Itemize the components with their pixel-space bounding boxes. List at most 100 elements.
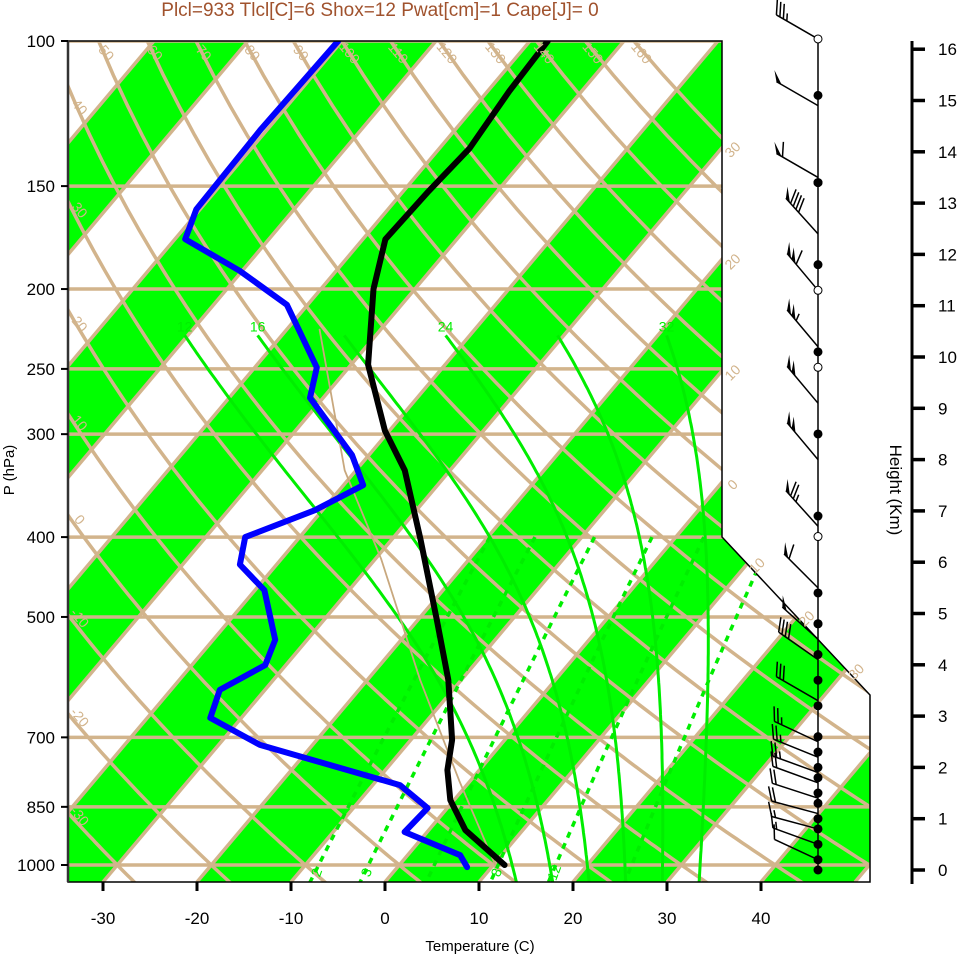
barb-full (773, 769, 777, 785)
barb-full (789, 189, 797, 204)
wind-barb (775, 661, 819, 702)
level-marker-filled (813, 588, 823, 598)
barb-half (779, 734, 782, 743)
wind-barb (786, 411, 819, 461)
dry-adiabat-line (340, 41, 870, 882)
barb-full (797, 198, 805, 213)
barb-full (771, 724, 775, 740)
isotherm-line (68, 41, 344, 882)
isotherm-band (573, 41, 870, 882)
wind-barb (773, 706, 819, 743)
height-tick-label: 10 (938, 348, 957, 367)
height-tick-label: 4 (938, 656, 947, 675)
moist-adiabat-line (444, 334, 628, 882)
mixing-ratio-line (308, 536, 492, 882)
barb-shaft (781, 606, 819, 640)
barb-full (782, 3, 786, 19)
height-tick-label: 14 (938, 143, 957, 162)
height-tick-label: 5 (938, 605, 947, 624)
pressure-tick-label: 700 (27, 728, 55, 747)
barb-full (781, 619, 785, 635)
moist-adiabat-label: 24 (438, 318, 454, 334)
barb-shaft (772, 765, 819, 784)
level-marker-filled (813, 824, 823, 834)
barb-shaft (774, 838, 819, 861)
height-tick-label: 6 (938, 553, 947, 572)
x-axis-label: Temperature (C) (425, 938, 534, 955)
level-marker-filled (813, 675, 823, 685)
temperature-tick-label: 30 (658, 909, 677, 928)
barb-full (767, 786, 773, 802)
barb-shaft (785, 490, 819, 527)
barb-half (773, 810, 777, 818)
isotherm-line (101, 41, 814, 882)
barb-full (775, 0, 779, 15)
dry-adiabat-line (68, 41, 713, 882)
pressure-tick-label: 250 (27, 360, 55, 379)
barb-flag (774, 70, 782, 85)
barb-shaft (786, 365, 819, 404)
height-tick-label: 8 (938, 451, 947, 470)
wind-barb (767, 786, 819, 815)
level-marker-open (813, 362, 823, 372)
barb-shaft (786, 422, 819, 461)
level-marker-filled (813, 650, 823, 660)
level-marker-filled (813, 814, 823, 824)
temperature-tick-label: 40 (752, 909, 771, 928)
temperature-line (365, 41, 551, 868)
pressure-tick-label: 200 (27, 280, 55, 299)
dry-adiabat-line (389, 41, 870, 882)
barb-full (770, 741, 774, 757)
wind-barb (786, 298, 819, 348)
barb-half (795, 313, 800, 321)
isotherm-band (68, 41, 436, 882)
barb-flag (787, 242, 792, 259)
dry-adiabat-line (243, 41, 870, 882)
barb-flag (782, 595, 787, 612)
barb-full (792, 484, 800, 500)
isotherm-band (68, 41, 624, 882)
temperature-tick-label: -30 (91, 909, 116, 928)
mixing-ratio-line (358, 536, 537, 882)
wind-barb (777, 617, 819, 661)
isotherm-line (68, 41, 720, 882)
barb-shaft (772, 827, 819, 846)
barb-full (774, 742, 778, 758)
barb-full (788, 544, 795, 560)
dry-adiabat-line (194, 41, 870, 882)
level-marker-filled (813, 839, 823, 849)
barb-half (795, 494, 800, 503)
wind-barb (785, 479, 819, 527)
barb-full (781, 141, 785, 157)
wind-barb (785, 186, 819, 235)
isotherm-line (68, 41, 438, 882)
level-marker-filled (813, 260, 823, 270)
wind-barb (773, 824, 819, 861)
height-tick-label: 13 (938, 194, 957, 213)
parcel-path-line (318, 328, 497, 866)
height-tick-label: 0 (938, 861, 947, 880)
barb-full (771, 787, 777, 803)
barb-full (779, 663, 782, 679)
moist-adiabat-line (556, 334, 665, 882)
level-marker-filled (813, 347, 823, 357)
moist-adiabat-label: 16 (250, 318, 266, 334)
level-marker-filled (813, 619, 823, 629)
barb-flag (791, 303, 796, 320)
barb-full (795, 195, 803, 210)
barb-half (775, 821, 778, 830)
barb-flag (774, 141, 782, 157)
height-tick-label: 3 (938, 707, 947, 726)
barb-full (779, 1, 782, 17)
moist-adiabat-line (183, 334, 519, 882)
barb-shaft (786, 253, 819, 291)
barb-full (787, 623, 792, 640)
y-axis-label: P (hPa) (1, 445, 18, 496)
dry-adiabat-line (291, 41, 870, 882)
pressure-tick-label: 500 (27, 608, 55, 627)
wind-barb (786, 242, 819, 291)
barb-half (778, 751, 782, 759)
pressure-tick-label: 100 (27, 32, 55, 51)
chart-title: Plcl=933 Tlcl[C]=6 Shox=12 Pwat[cm]=1 Ca… (161, 0, 598, 21)
